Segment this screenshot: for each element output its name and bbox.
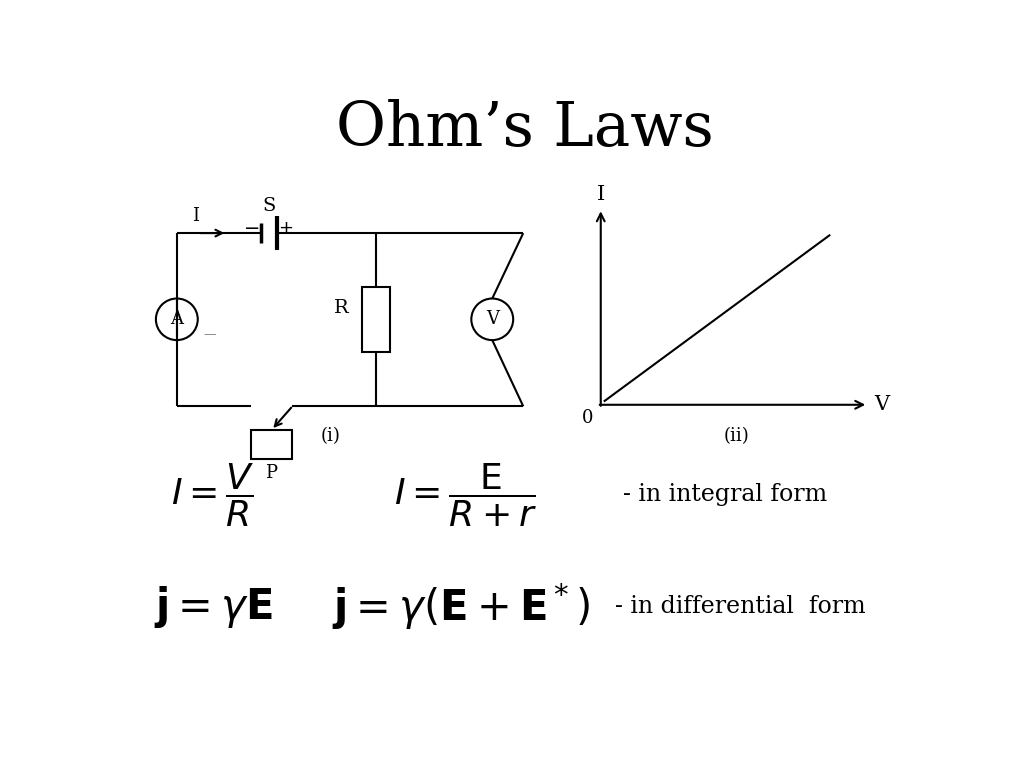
Text: S: S	[262, 197, 275, 215]
Text: V: V	[485, 310, 499, 328]
Text: (ii): (ii)	[724, 426, 750, 445]
Bar	[251, 430, 292, 459]
Bar	[362, 286, 389, 352]
Text: A: A	[170, 310, 183, 328]
Text: P: P	[265, 465, 278, 482]
Text: +: +	[279, 220, 294, 237]
Text: - in differential  form: - in differential form	[615, 595, 865, 618]
Text: −: −	[244, 219, 260, 238]
Text: $\mathbf{j} = \gamma\mathbf{E}$: $\mathbf{j} = \gamma\mathbf{E}$	[154, 584, 272, 630]
Text: $I = \dfrac{\mathrm{E}}{R + r}$: $I = \dfrac{\mathrm{E}}{R + r}$	[393, 462, 537, 528]
Text: - in integral form: - in integral form	[623, 483, 826, 506]
Text: 0: 0	[582, 409, 593, 427]
Text: —: —	[203, 328, 216, 341]
Text: Ohm’s Laws: Ohm’s Laws	[336, 99, 714, 159]
Text: I: I	[191, 207, 199, 225]
Text: $\mathbf{j} = \gamma(\mathbf{E} + \mathbf{E}^*)$: $\mathbf{j} = \gamma(\mathbf{E} + \mathb…	[333, 581, 590, 632]
Text: I: I	[597, 185, 605, 204]
Text: $I = \dfrac{V}{R}$: $I = \dfrac{V}{R}$	[171, 462, 255, 528]
Text: V: V	[874, 396, 890, 414]
Text: R: R	[334, 299, 348, 316]
Text: (i): (i)	[322, 426, 341, 445]
